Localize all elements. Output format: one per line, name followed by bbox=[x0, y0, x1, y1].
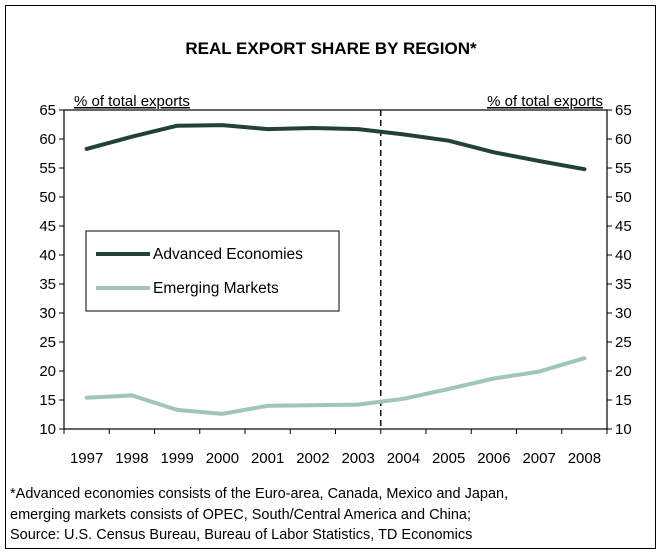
y-tick-label-left: 40 bbox=[39, 247, 56, 264]
x-tick-label: 2007 bbox=[522, 450, 555, 467]
y-tick-label-left: 60 bbox=[39, 131, 56, 148]
y-tick-label-right: 10 bbox=[615, 421, 632, 438]
x-tick-label: 2001 bbox=[251, 450, 284, 467]
footnote: *Advanced economies consists of the Euro… bbox=[10, 484, 655, 546]
y-tick-label-left: 10 bbox=[39, 421, 56, 438]
y-tick-label-left: 50 bbox=[39, 189, 56, 206]
y-tick-label-right: 60 bbox=[615, 131, 632, 148]
legend: Advanced Economies Emerging Markets bbox=[85, 230, 340, 312]
axes: 10 10 15 15 20 20 25 25 30 30 35 35 40 40 45 45 50 50 55 55… bbox=[39, 102, 631, 467]
y-axis-label-right: % of total exports bbox=[487, 93, 603, 110]
y-axis-label-left: % of total exports bbox=[74, 93, 190, 110]
y-tick-label-left: 25 bbox=[39, 334, 56, 351]
y-tick-label-right: 55 bbox=[615, 160, 632, 177]
x-tick-label: 2004 bbox=[387, 450, 420, 467]
series-line-advanced-economies bbox=[84, 123, 587, 172]
x-tick-label: 2006 bbox=[477, 450, 510, 467]
y-tick-label-right: 30 bbox=[615, 305, 632, 322]
series-layer bbox=[84, 123, 587, 416]
y-tick-label-left: 30 bbox=[39, 305, 56, 322]
y-tick-label-right: 25 bbox=[615, 334, 632, 351]
y-tick-label-left: 55 bbox=[39, 160, 56, 177]
y-tick-label-right: 40 bbox=[615, 247, 632, 264]
legend-label: Advanced Economies bbox=[153, 246, 303, 263]
y-tick-label-right: 35 bbox=[615, 276, 632, 293]
x-tick-label: 2005 bbox=[432, 450, 465, 467]
x-tick-label: 2000 bbox=[206, 450, 239, 467]
y-tick-label-right: 20 bbox=[615, 363, 632, 380]
x-tick-label: 2003 bbox=[341, 450, 374, 467]
footnote-line-1: *Advanced economies consists of the Euro… bbox=[10, 486, 509, 502]
x-tick-label: 1999 bbox=[160, 450, 193, 467]
y-tick-label-right: 65 bbox=[615, 102, 632, 119]
footnote-line-2: emerging markets consists of OPEC, South… bbox=[10, 506, 471, 523]
chart-title: REAL EXPORT SHARE BY REGION* bbox=[185, 39, 477, 58]
x-tick-label: 2002 bbox=[296, 450, 329, 467]
y-tick-label-left: 35 bbox=[39, 276, 56, 293]
x-tick-label: 1998 bbox=[115, 450, 148, 467]
y-tick-label-left: 65 bbox=[39, 102, 56, 119]
footnote-line-3: Source: U.S. Census Bureau, Bureau of La… bbox=[10, 527, 473, 543]
y-tick-label-left: 45 bbox=[39, 218, 56, 235]
y-tick-label-right: 15 bbox=[615, 392, 632, 409]
series-line-emerging-markets bbox=[84, 356, 587, 416]
legend-box bbox=[85, 230, 340, 312]
legend-label: Emerging Markets bbox=[153, 280, 279, 297]
y-tick-label-right: 45 bbox=[615, 218, 632, 235]
y-tick-label-left: 20 bbox=[39, 363, 56, 380]
y-tick-label-right: 50 bbox=[615, 189, 632, 206]
x-tick-label: 2008 bbox=[568, 450, 601, 467]
y-tick-label-left: 15 bbox=[39, 392, 56, 409]
x-tick-label: 1997 bbox=[70, 450, 103, 467]
